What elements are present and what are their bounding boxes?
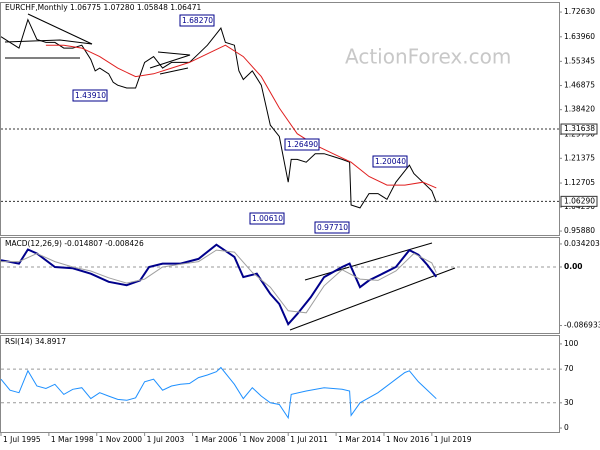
y-tick-label: 100 [564, 339, 579, 348]
annotation: 1.00610 [252, 214, 283, 223]
x-tick-label: 1 Nov 2000 [99, 435, 142, 444]
y-tick-label: 0.00 [564, 262, 583, 271]
x-tick-label: 1 Mar 2014 [338, 435, 381, 444]
annotation: 1.26490 [287, 140, 318, 149]
watermark: ActionForex.com [345, 45, 511, 69]
y-tick-label: 1.21375 [564, 153, 595, 162]
channel-line [289, 267, 456, 331]
chart-title: EURCHF,Monthly 1.06775 1.07280 1.05848 1… [5, 3, 201, 12]
series-line [0, 366, 437, 420]
annotation-box [179, 14, 215, 27]
y-tick-label: 1.63960 [564, 32, 595, 41]
y-tick-label: 70 [564, 364, 574, 373]
rsi-panel [0, 335, 560, 433]
x-tick-label: 1 Nov 2016 [386, 435, 429, 444]
rsi-title: RSI(14) 34.8917 [5, 337, 66, 346]
annotation-box [249, 212, 285, 225]
x-tick-label: 1 Nov 2008 [242, 435, 285, 444]
y-tick-label: 0.034203 [564, 239, 600, 248]
price-tag [560, 195, 598, 207]
x-tick-label: 1 Jul 2011 [290, 435, 328, 444]
series-line [1, 249, 437, 314]
trendline [159, 67, 189, 75]
y-tick-label: 30 [564, 398, 574, 407]
y-tick-label: 1.12705 [564, 178, 595, 187]
annotation-box [314, 221, 350, 234]
price-tag-label: 1.06290 [564, 196, 595, 205]
y-tick-label: 1.38420 [564, 105, 595, 114]
x-tick-label: 1 Jul 2019 [434, 435, 472, 444]
y-tick-label: 1.46875 [564, 81, 595, 90]
y-tick-label: 1.55345 [564, 56, 595, 65]
annotation-box [72, 89, 108, 102]
macd-title: MACD(12,26,9) -0.014807 -0.008426 [5, 239, 144, 248]
price-tag-label: 1.31638 [564, 124, 595, 133]
y-tick-label: 1.72630 [564, 7, 595, 16]
x-tick-label: 1 Jul 2003 [147, 435, 185, 444]
series-line [0, 243, 438, 327]
price-tag [560, 123, 598, 135]
channel-line [304, 242, 433, 281]
annotation-box [372, 155, 408, 168]
price-panel [0, 2, 560, 236]
series-line [45, 44, 437, 189]
y-tick-label: 0 [564, 423, 569, 432]
x-tick-label: 1 Mar 2006 [194, 435, 237, 444]
x-tick-label: 1 Jul 1995 [3, 435, 41, 444]
annotation: 1.68270 [182, 16, 213, 25]
y-tick-label: 0.95880 [564, 226, 595, 235]
annotation: 0.97710 [317, 223, 348, 232]
trendline [27, 13, 93, 45]
y-tick-label: -0.086933 [564, 321, 600, 330]
annotation-box [284, 138, 320, 151]
annotation: 1.43910 [75, 91, 106, 100]
x-tick-label: 1 Mar 1998 [51, 435, 94, 444]
trendline [149, 51, 191, 69]
macd-panel [0, 237, 560, 334]
annotation: 1.20040 [375, 157, 406, 166]
trendline [4, 39, 93, 45]
trendlines [4, 13, 456, 331]
